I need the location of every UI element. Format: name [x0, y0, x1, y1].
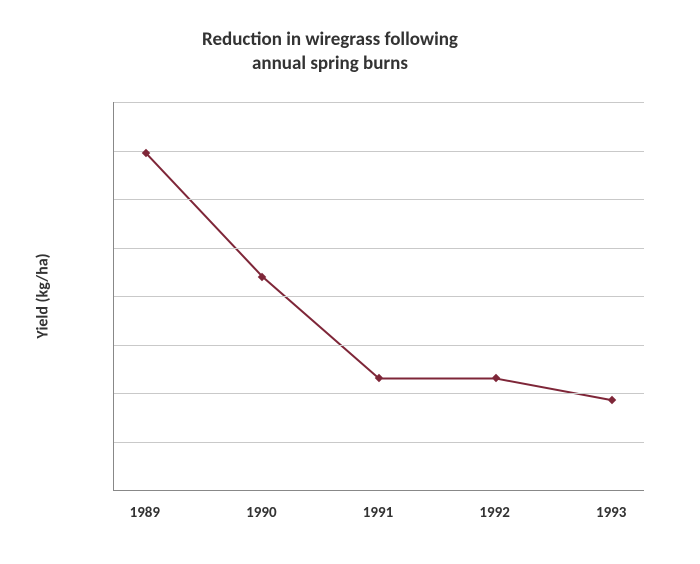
x-tick-label: 1993 — [596, 504, 626, 522]
y-tick-label: 600 — [0, 336, 103, 353]
gridline — [114, 248, 644, 249]
chart-container: Reduction in wiregrass following annual … — [0, 0, 700, 564]
y-tick-label: 400 — [0, 385, 103, 402]
plot-area — [113, 102, 644, 491]
y-tick-label: 200 — [0, 433, 103, 450]
x-tick-label: 1992 — [479, 504, 509, 522]
gridline — [114, 102, 644, 103]
x-tick-label: 1990 — [246, 504, 276, 522]
y-tick-label: 800 — [0, 288, 103, 305]
gridline — [114, 345, 644, 346]
gridline — [114, 296, 644, 297]
gridline — [114, 442, 644, 443]
gridline — [114, 393, 644, 394]
x-tick-label: 1991 — [363, 504, 393, 522]
x-tick-label: 1989 — [130, 504, 160, 522]
gridline — [114, 151, 644, 152]
chart-title-line1: Reduction in wiregrass following — [202, 28, 458, 51]
y-tick-label: 1400 — [0, 142, 103, 159]
gridline — [114, 199, 644, 200]
y-tick-label: 1000 — [0, 239, 103, 256]
y-tick-label: 1600 — [0, 94, 103, 111]
chart-title-line2: annual spring burns — [252, 52, 408, 75]
y-tick-label: 0 — [0, 482, 103, 499]
chart-title: Reduction in wiregrass following annual … — [0, 28, 660, 76]
y-tick-label: 1200 — [0, 191, 103, 208]
